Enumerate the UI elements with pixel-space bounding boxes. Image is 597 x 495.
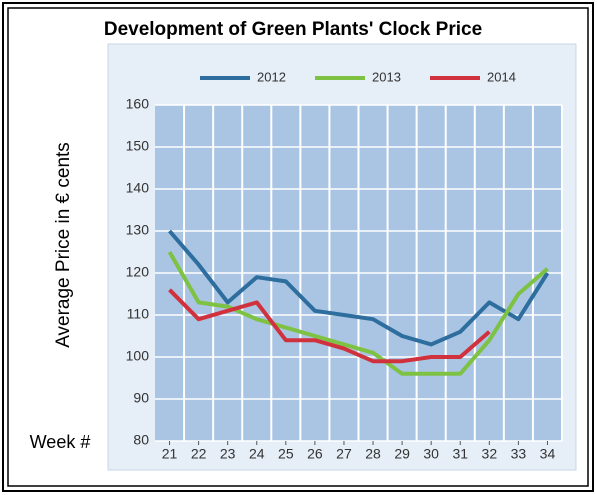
y-tick-label: 130 <box>126 222 150 238</box>
legend-label: 2014 <box>487 69 516 84</box>
x-tick-label: 26 <box>307 446 323 462</box>
inner-border <box>7 7 589 487</box>
x-tick-label: 34 <box>540 446 556 462</box>
y-tick-label: 90 <box>133 390 149 406</box>
chart-title: Development of Green Plants' Clock Price <box>104 19 482 40</box>
series-line <box>168 288 491 364</box>
x-tick-label: 28 <box>365 446 381 462</box>
y-tick-label: 100 <box>126 348 150 364</box>
x-tick-label: 32 <box>482 446 498 462</box>
x-tick-label: 22 <box>191 446 207 462</box>
series-line <box>168 229 550 347</box>
y-tick-label: 120 <box>126 264 150 280</box>
y-tick-label: 110 <box>127 306 150 322</box>
y-tick-label: 160 <box>126 96 150 112</box>
y-tick-label: 140 <box>126 180 150 196</box>
x-axis-label: Week # <box>30 432 91 452</box>
x-tick-label: 31 <box>452 446 468 462</box>
legend-label: 2012 <box>257 69 286 84</box>
y-tick-label: 150 <box>126 138 150 154</box>
x-tick-label: 25 <box>278 446 294 462</box>
x-tick-label: 24 <box>249 446 265 462</box>
x-tick-label: 27 <box>336 446 352 462</box>
x-tick-label: 33 <box>511 446 527 462</box>
x-tick-label: 21 <box>162 446 178 462</box>
y-tick-label: 80 <box>133 432 149 448</box>
y-axis-label: Average Price in € cents <box>53 142 74 348</box>
x-tick-label: 30 <box>423 446 439 462</box>
x-tick-label: 23 <box>220 446 236 462</box>
legend-label: 2013 <box>372 69 401 84</box>
x-tick-label: 29 <box>394 446 410 462</box>
